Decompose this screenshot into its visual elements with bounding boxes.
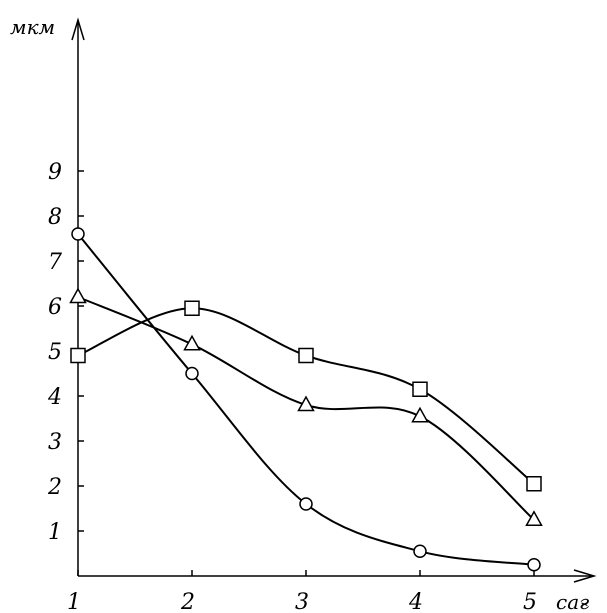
x-tick-label: 3 [295,590,309,613]
data-point-triangle [525,510,543,526]
x-axis-label: сағ [556,590,589,613]
data-point-square [412,381,428,397]
series-circle [71,227,541,572]
y-axis: мкм [10,15,85,576]
y-tick-label: 8 [48,205,62,230]
data-point-circle [299,497,313,511]
y-axis-label: мкм [10,15,55,39]
data-point-circle [413,544,427,558]
y-tick-label: 4 [47,385,62,410]
series-line-circle [77,233,535,566]
y-tick-label: 1 [48,520,62,545]
x-ticks: 1 2 3 4 5 [67,570,537,613]
data-point-circle [71,227,85,241]
data-point-square [184,300,200,316]
y-tick-label: 7 [48,250,62,275]
data-point-triangle [69,287,87,304]
data-point-circle [185,366,199,381]
x-axis-arrow [573,569,597,583]
series-triangle [69,287,543,526]
data-point-triangle [183,334,201,351]
y-tick-label: 5 [48,340,62,365]
x-tick-label: 2 [180,590,195,613]
x-tick-label: 4 [408,590,423,613]
data-point-triangle [297,395,315,412]
data-point-square [526,476,542,492]
x-axis: сағ [78,569,597,613]
y-tick-label: 3 [48,430,62,455]
data-point-triangle [411,406,429,423]
series-group [69,227,543,572]
y-ticks: 1 2 3 4 5 6 7 8 9 [47,160,84,545]
y-axis-arrow [71,17,85,41]
data-point-square [70,347,86,364]
y-tick-label: 6 [48,295,62,320]
y-tick-label: 2 [47,475,62,500]
data-point-circle [527,558,541,572]
x-tick-label: 5 [523,590,537,613]
data-point-square [298,347,314,364]
series-square [70,300,542,492]
y-tick-label: 9 [48,160,62,185]
x-tick-label: 1 [67,590,81,613]
